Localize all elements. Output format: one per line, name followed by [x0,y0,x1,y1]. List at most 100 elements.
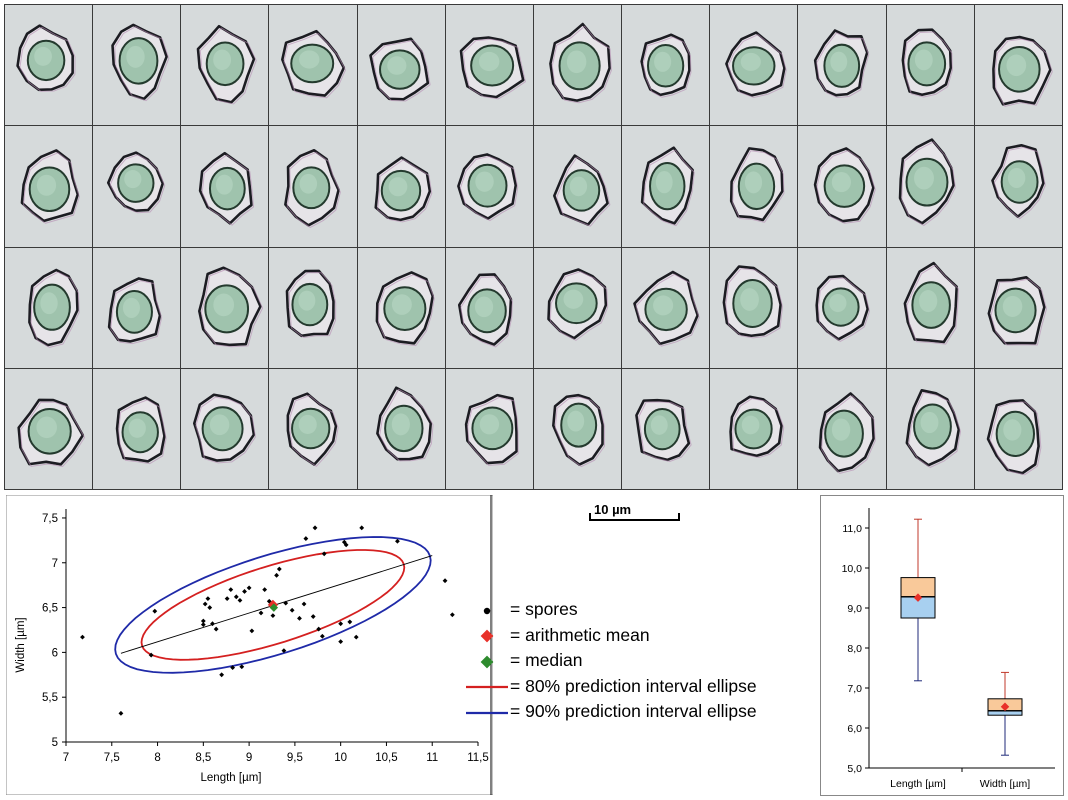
box-width [987,671,1023,756]
spore-photo-tile [533,5,622,126]
legend-line-icon [466,676,510,696]
y-tick-label: 8,0 [847,643,862,655]
spore-photo-tile [181,5,269,126]
spore-photo-tile [269,126,357,247]
spore-photo-tile [886,126,974,247]
scale-bar: 10 µm [588,500,683,524]
spore-photo-tile [798,5,886,126]
legend-diamond-icon [478,625,510,645]
spore-photo-tile [798,126,886,247]
spore-point [262,587,268,593]
scatter-plot: 7 7,5 8 8,5 9 9,5 10 10,5 11 11,5 5 5,5 6 6,5 7 7,5 Len… [6,495,493,795]
x-tick-label: 8 [154,752,160,764]
spore-photo-tile [710,126,798,247]
spore-photo-tile [710,247,798,368]
legend-label: = arithmetic mean [510,624,650,645]
legend-label: = median [510,650,583,671]
x-tick-label: 8,5 [195,752,211,764]
legend-label: = 90% prediction interval ellipse [510,701,757,722]
x-tick-label: 7,5 [104,752,120,764]
spore-photo-tile [93,368,181,489]
box-plot-panel: 5,0 6,0 7,0 8,0 9,0 10,0 11,0 Length [µm] Width… [820,495,1064,796]
legend-label: = spores [510,599,578,620]
spore-photo-tile [974,368,1062,489]
y-tick-label: 7,0 [847,683,862,695]
x-tick-label: 10 [334,752,347,764]
x-tick-label: 9,5 [287,752,303,764]
scale-bar-label: 10 µm [594,502,632,517]
y-tick-label: 7 [52,558,58,570]
chart-legend: = spores = arithmetic mean = median = 80% p… [466,597,838,725]
spore-photo-tile [269,368,357,489]
spore-photo-tile [886,368,974,489]
spore-point [249,628,255,634]
legend-item: = spores [478,597,838,623]
spore-point [359,525,365,531]
y-axis-label: Width [µm] [15,617,27,672]
spore-photo-tile [93,5,181,126]
spore-photo-tile [445,368,533,489]
y-tick-label: 9,0 [847,603,862,615]
spore-photo-tile [445,5,533,126]
spore-photo-tile [445,247,533,368]
spore-photo-tile [93,247,181,368]
x-axis-label: Length [µm] [201,772,262,784]
spore-photo-tile [798,247,886,368]
y-tick-label: 11,0 [842,523,862,535]
y-tick-label: 5 [52,737,58,749]
spore-photo-tile [5,368,93,489]
spore-photo-tile [357,247,445,368]
spore-photo-tile [533,126,622,247]
spore-photo-tile [710,368,798,489]
y-tick-label: 5,0 [847,763,862,775]
spore-point [338,621,344,627]
spore-photo-tile [357,368,445,489]
x-tick-label: 10,5 [375,752,397,764]
spore-photo-tile [622,368,710,489]
legend-label: = 80% prediction interval ellipse [510,675,757,696]
spore-photo-tile [622,5,710,126]
box-length [900,518,936,682]
spore-point [200,622,206,628]
x-tick-label: 11 [426,752,438,764]
spore-point [310,614,316,619]
legend-line-icon [466,702,510,722]
y-tick-label: 10,0 [842,563,863,575]
spore-point [246,585,252,591]
spore-photo-tile [886,247,974,368]
median-marker [269,603,279,612]
spore-photo-tile [974,247,1062,368]
spore-photo-tile [974,5,1062,126]
legend-item: = 80% prediction interval ellipse [466,674,838,700]
spore-point [449,612,455,618]
spore-photo-tile [181,247,269,368]
spore-point [347,619,353,625]
spore-photo-tile [622,126,710,247]
legend-item: = arithmetic mean [478,623,838,649]
spore-point [301,601,307,607]
spore-point [270,613,276,619]
spore-photo-tile [181,126,269,247]
spore-point [303,536,309,541]
spore-photo-tile [269,5,357,126]
spore-photo-tile [5,5,93,126]
spore-point [230,665,236,671]
spore-point [316,626,322,632]
spore-photo-tile [533,247,622,368]
spore-point [274,572,279,578]
spore-photo-grid [4,4,1063,490]
category-label: Length [µm] [890,778,946,790]
y-tick-label: 6,0 [847,723,862,735]
box-plot: 5,0 6,0 7,0 8,0 9,0 10,0 11,0 Length [µm] Width… [842,508,1055,790]
x-tick-label: 7 [63,752,69,764]
spore-point [312,525,318,531]
spore-photo-tile [533,368,622,489]
spore-point [281,648,287,653]
spore-photo-tile [357,126,445,247]
spore-point [80,634,85,640]
spore-photo-tile [181,368,269,489]
y-tick-label: 6,5 [42,603,58,615]
spore-photo-tile [445,126,533,247]
spore-photo-tile [357,5,445,126]
spore-photo-tile [5,247,93,368]
